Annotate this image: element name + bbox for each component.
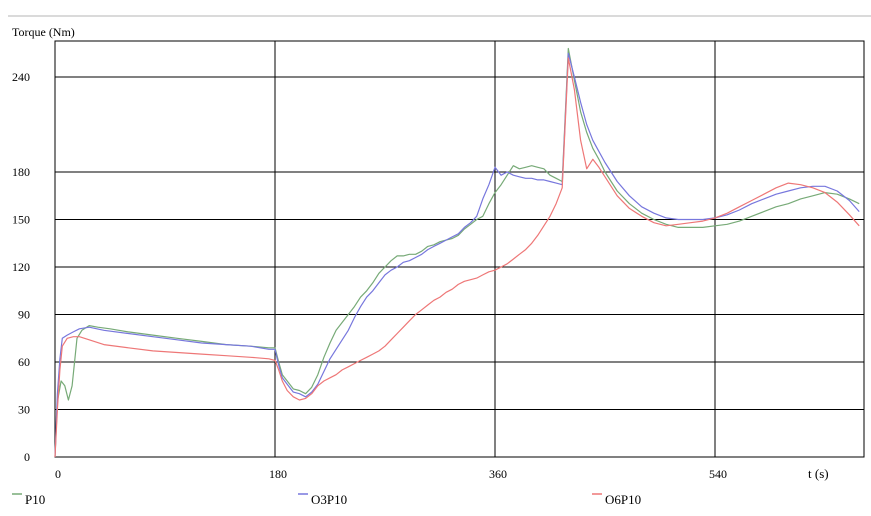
x-tick-label: 360 [489,467,507,481]
legend-label: O6P10 [605,492,641,507]
x-tick-label: 180 [269,467,287,481]
x-tick-label: 540 [709,467,727,481]
legend-label: P10 [25,492,45,507]
x-axis-label: t (s) [808,466,829,481]
y-tick-label: 120 [12,260,30,274]
y-tick-label: 0 [24,450,30,464]
series-line-o3p10 [54,52,860,458]
y-tick-label: 150 [12,213,30,227]
y-tick-label: 90 [18,308,30,322]
plot-frame [54,40,865,458]
y-tick-label: 180 [12,165,30,179]
series-line-o6p10 [54,57,860,458]
legend-label: O3P10 [311,492,347,507]
y-tick-label: 30 [18,403,30,417]
y-axis-label: Torque (Nm) [12,25,75,39]
y-tick-label: 240 [12,70,30,84]
y-tick-label: 60 [18,355,30,369]
x-tick-label: 0 [55,467,61,481]
